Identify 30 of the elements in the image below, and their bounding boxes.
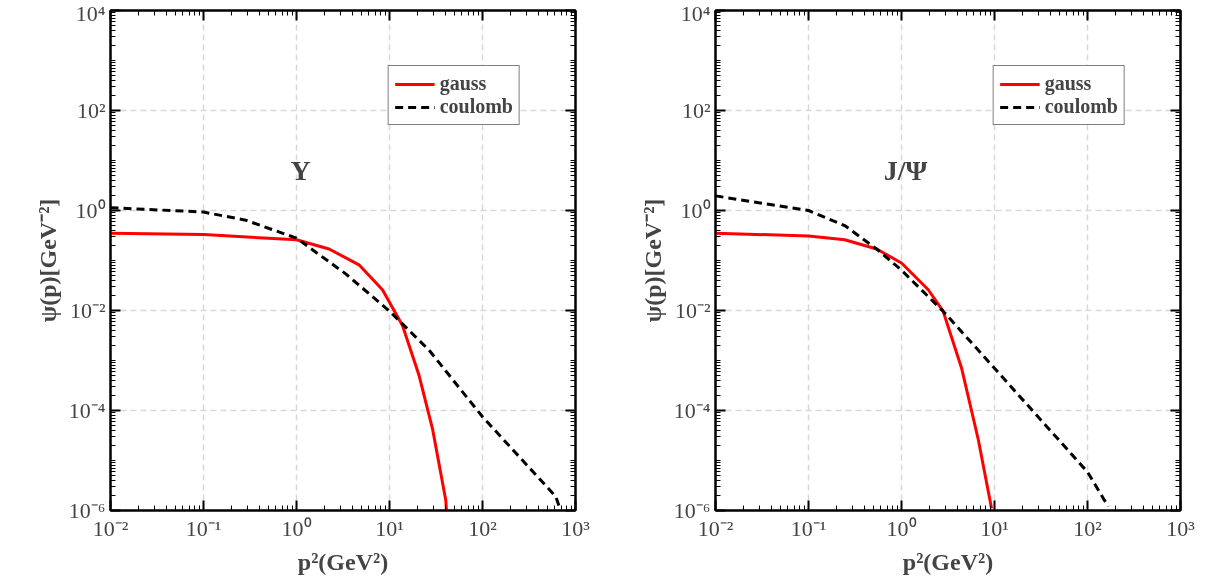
x-tick-label: 10³ [561,515,591,541]
legend-label: gauss [439,72,487,95]
x-tick-label: 10¹ [980,515,1009,541]
legend-label: coulomb [439,95,513,118]
y-tick-label: 10⁻⁴ [68,398,106,423]
x-tick-label: 10² [468,515,498,541]
legend-label: coulomb [1044,95,1118,118]
y-tick-label: 10² [681,98,711,123]
legend-label: gauss [1044,72,1092,95]
y-tick-label: 10⁴ [75,0,106,26]
annotation: Υ [290,155,311,186]
x-tick-label: 10³ [1166,515,1196,541]
x-tick-label: 10² [1073,515,1103,541]
y-tick-label: 10⁻⁴ [673,398,711,423]
y-tick-label: 10⁴ [680,0,711,26]
y-tick-label: 10⁰ [680,198,711,223]
x-tick-label: 10⁰ [281,515,312,541]
x-axis-title: p²(GeV²) [902,548,994,575]
y-tick-label: 10⁰ [75,198,106,223]
x-tick-label: 10⁻¹ [185,515,222,541]
x-tick-label: 10⁰ [886,515,917,541]
x-tick-label: 10¹ [375,515,404,541]
y-tick-label: 10⁻² [69,298,106,323]
annotation: J/Ψ [883,155,928,186]
y-axis-title: ψ(p)[GeV⁻²] [34,198,61,323]
y-tick-label: 10⁻² [674,298,711,323]
x-tick-label: 10⁻¹ [790,515,827,541]
y-tick-label: 10² [76,98,106,123]
x-axis-title: p²(GeV²) [297,548,389,575]
y-axis-title: ψ(p)[GeV⁻²] [639,198,666,323]
